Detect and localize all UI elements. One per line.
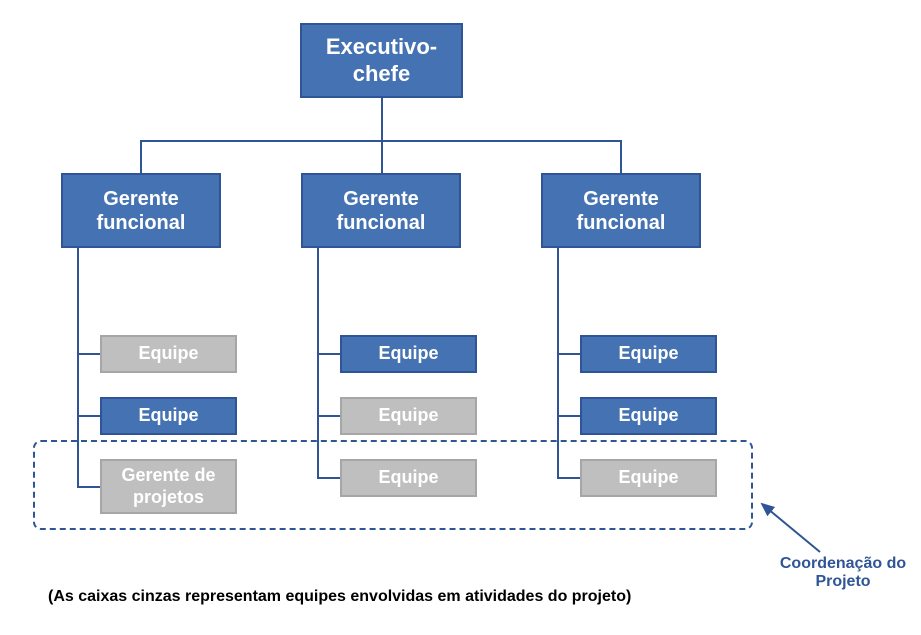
node-t21: Equipe bbox=[340, 335, 477, 373]
node-t12: Equipe bbox=[100, 397, 237, 435]
node-t12-label: Equipe bbox=[138, 405, 198, 427]
node-t33-label: Equipe bbox=[618, 467, 678, 489]
node-mgr1: Gerente funcional bbox=[61, 173, 221, 248]
node-t11: Equipe bbox=[100, 335, 237, 373]
coordination-label: Coordenação do Projeto bbox=[778, 555, 908, 592]
connector-col2-h2 bbox=[317, 415, 340, 417]
node-t22: Equipe bbox=[340, 397, 477, 435]
connector-col2-h1 bbox=[317, 353, 340, 355]
node-t23-label: Equipe bbox=[378, 467, 438, 489]
connector-drop-mgr2 bbox=[381, 140, 383, 173]
node-t32-label: Equipe bbox=[618, 405, 678, 427]
node-t13: Gerente de projetos bbox=[100, 459, 237, 514]
node-mgr1-label: Gerente funcional bbox=[63, 187, 219, 235]
connector-col1-h1 bbox=[77, 353, 100, 355]
node-t31: Equipe bbox=[580, 335, 717, 373]
node-mgr3-label: Gerente funcional bbox=[543, 187, 699, 235]
node-mgr2-label: Gerente funcional bbox=[303, 187, 459, 235]
node-t13-label: Gerente de projetos bbox=[102, 465, 235, 508]
footnote-text: (As caixas cinzas representam equipes en… bbox=[48, 588, 631, 605]
node-root: Executivo- chefe bbox=[300, 23, 463, 98]
node-root-label: Executivo- chefe bbox=[302, 34, 461, 87]
connector-drop-mgr3 bbox=[620, 140, 622, 173]
node-t32: Equipe bbox=[580, 397, 717, 435]
connector-root-down bbox=[381, 98, 383, 140]
node-t22-label: Equipe bbox=[378, 405, 438, 427]
connector-col3-h2 bbox=[557, 415, 580, 417]
connector-col1-h2 bbox=[77, 415, 100, 417]
node-t21-label: Equipe bbox=[378, 343, 438, 365]
connector-col3-h1 bbox=[557, 353, 580, 355]
node-t11-label: Equipe bbox=[138, 343, 198, 365]
footnote: (As caixas cinzas representam equipes en… bbox=[48, 588, 631, 606]
node-t31-label: Equipe bbox=[618, 343, 678, 365]
node-t33: Equipe bbox=[580, 459, 717, 497]
node-mgr2: Gerente funcional bbox=[301, 173, 461, 248]
node-mgr3: Gerente funcional bbox=[541, 173, 701, 248]
coordination-label-text: Coordenação do Projeto bbox=[780, 555, 906, 590]
connector-drop-mgr1 bbox=[140, 140, 142, 173]
coordination-arrow-icon bbox=[750, 492, 830, 562]
node-t23: Equipe bbox=[340, 459, 477, 497]
